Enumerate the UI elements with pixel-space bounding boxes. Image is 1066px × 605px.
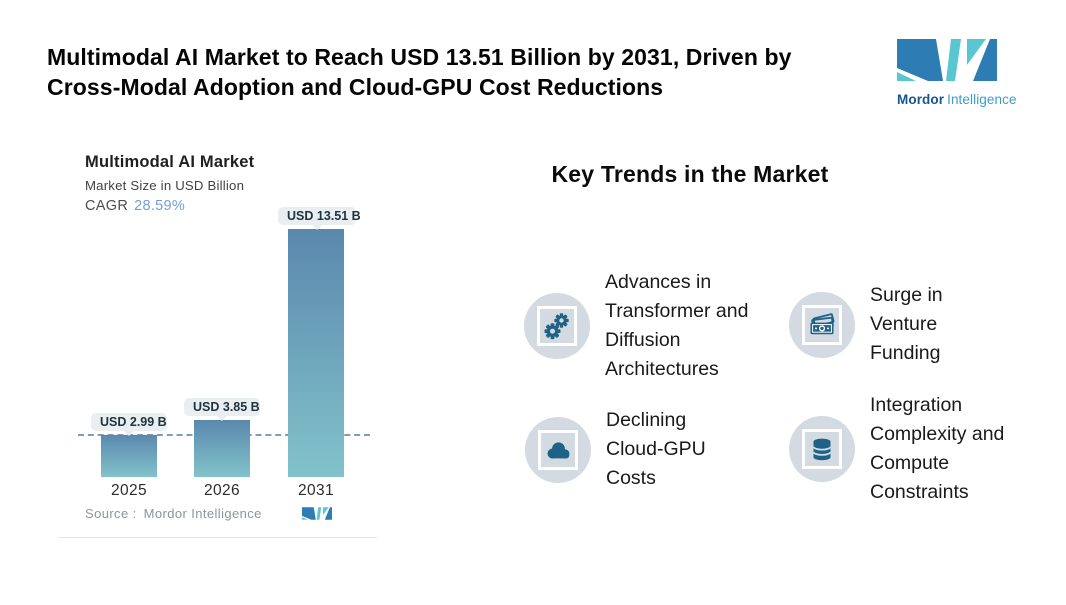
database-icon	[812, 438, 832, 461]
logo-brand-bold: Mordor	[897, 92, 945, 107]
cagr-label: CAGR	[85, 198, 129, 214]
trend-item-cloud-gpu: Declining Cloud-GPU Costs	[525, 406, 728, 493]
bar-2031	[288, 229, 344, 477]
value-label-2025: USD 2.99 B	[91, 413, 167, 436]
trends-heading: Key Trends in the Market	[551, 161, 829, 187]
icon-frame	[802, 304, 842, 345]
trend-text: Integration Complexity and Compute Const…	[870, 394, 1005, 503]
trend-item-funding: Surge in Venture Funding	[789, 281, 970, 368]
icon-frame	[537, 306, 577, 346]
trend-item-integration: Integration Complexity and Compute Const…	[789, 391, 1028, 507]
icon-frame	[802, 429, 842, 469]
axis-label-2031: 2031	[297, 482, 335, 499]
icon-frame	[538, 429, 578, 470]
mordor-intelligence-logo: Mordor Intelligence	[897, 39, 1027, 107]
page-title: Multimodal AI Market to Reach USD 13.51 …	[47, 42, 887, 102]
axis-label-2025: 2025	[110, 482, 148, 499]
market-chart-card: Multimodal AI Market Market Size in USD …	[58, 140, 377, 538]
cagr-value: 28.59%	[134, 198, 186, 214]
chart-cagr: CAGR 28.59%	[85, 198, 185, 214]
chart-title: Multimodal AI Market	[85, 153, 255, 171]
cloud-icon	[547, 441, 570, 458]
mordor-logo-mark-icon	[897, 39, 997, 81]
source-label: Source :	[85, 506, 137, 521]
trend-icon-circle	[789, 291, 855, 358]
trend-text: Declining Cloud-GPU Costs	[606, 409, 706, 489]
page-title-line2: Cross-Modal Adoption and Cloud-GPU Cost …	[47, 74, 664, 100]
bar-2026	[194, 420, 250, 477]
trend-icon-circle	[789, 416, 855, 482]
logo-wordmark: Mordor Intelligence	[897, 92, 1027, 107]
trend-text: Advances in Transformer and Diffusion Ar…	[605, 271, 749, 380]
chart-subtitle: Market Size in USD Billion	[85, 178, 245, 193]
mordor-mini-logo-icon	[302, 507, 332, 520]
source-value: Mordor Intelligence	[143, 506, 262, 521]
page-title-line1: Multimodal AI Market to Reach USD 13.51 …	[47, 44, 792, 70]
gears-icon	[544, 313, 569, 340]
axis-label-2026: 2026	[203, 482, 241, 499]
chart-source: Source : Mordor Intelligence	[85, 506, 262, 521]
value-label-2031: USD 13.51 B	[278, 207, 361, 230]
bar-2025	[101, 435, 157, 477]
trend-text: Surge in Venture Funding	[870, 284, 943, 364]
trend-icon-circle	[524, 293, 590, 359]
trend-icon-circle	[525, 416, 591, 483]
trend-item-architectures: Advances in Transformer and Diffusion Ar…	[524, 268, 757, 384]
banknote-icon	[810, 312, 835, 334]
logo-brand-light: Intelligence	[947, 92, 1017, 107]
value-label-2026: USD 3.85 B	[184, 398, 260, 421]
